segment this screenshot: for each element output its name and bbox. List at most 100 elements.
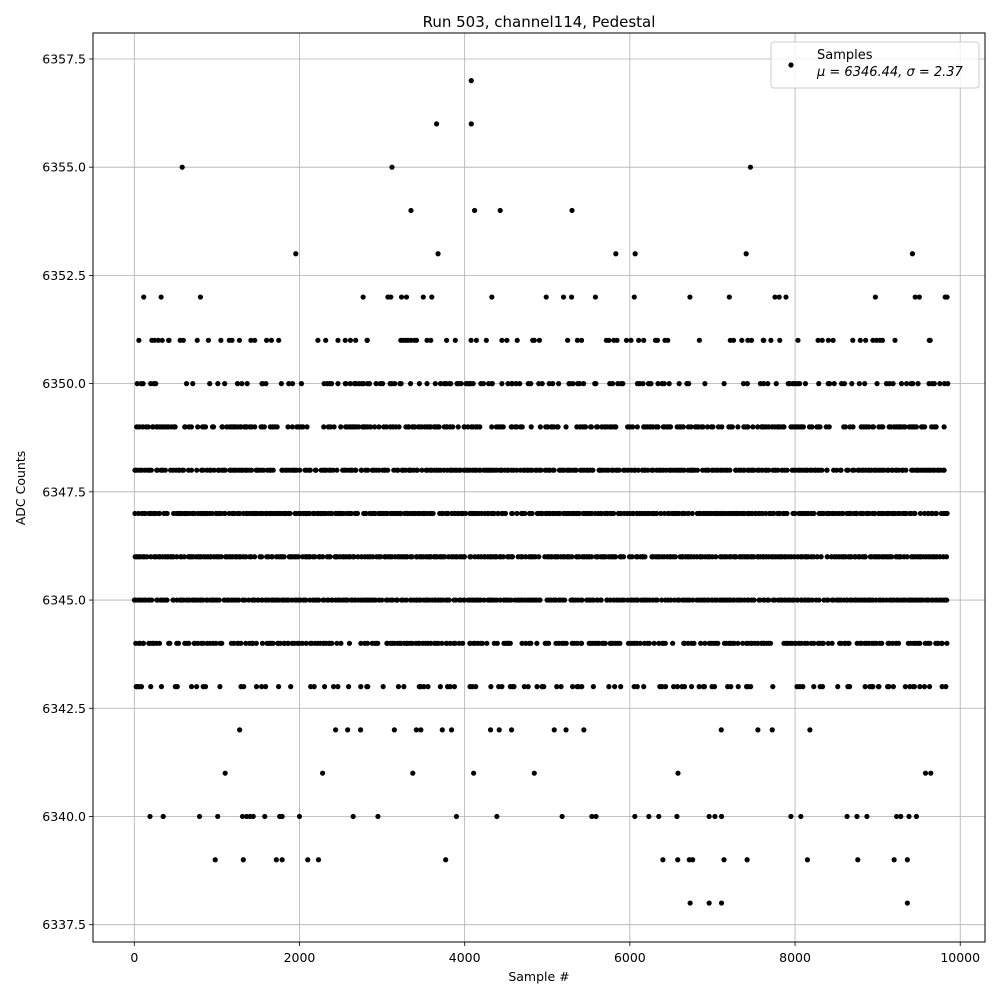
data-point — [278, 381, 284, 387]
data-point — [705, 467, 712, 473]
data-point — [279, 813, 285, 820]
data-point — [437, 684, 443, 690]
data-point — [704, 424, 711, 430]
data-point — [824, 554, 830, 560]
data-point — [295, 554, 301, 560]
data-point — [545, 424, 551, 430]
data-point — [862, 381, 868, 387]
data-point — [666, 381, 672, 387]
data-point — [313, 467, 319, 473]
data-point — [505, 381, 511, 387]
data-point — [874, 381, 880, 387]
data-point — [452, 640, 458, 646]
data-point — [252, 554, 258, 560]
data-point — [592, 294, 599, 300]
data-point — [489, 424, 495, 430]
data-point — [578, 640, 585, 646]
y-tick-label: 6340.0 — [42, 809, 86, 824]
data-point — [358, 684, 364, 690]
data-point — [253, 684, 260, 690]
data-point — [297, 467, 303, 473]
data-point — [838, 467, 844, 473]
data-point — [927, 640, 933, 646]
data-point — [870, 684, 876, 690]
data-point — [539, 381, 545, 387]
data-point — [375, 813, 381, 820]
data-point — [523, 640, 529, 646]
data-point — [320, 554, 326, 560]
data-point — [514, 467, 520, 473]
data-point — [751, 597, 757, 603]
data-point — [219, 424, 226, 430]
data-point — [328, 510, 335, 517]
data-point — [172, 424, 178, 430]
data-point — [590, 684, 596, 690]
y-tick-label: 6352.5 — [42, 268, 86, 283]
data-point — [354, 510, 361, 517]
data-point — [623, 337, 630, 343]
data-point — [667, 424, 674, 430]
data-point — [775, 467, 781, 473]
data-point — [771, 510, 777, 517]
data-point — [388, 294, 394, 300]
data-point — [497, 207, 503, 214]
data-point — [706, 900, 712, 906]
data-point — [761, 337, 767, 343]
data-point — [811, 510, 817, 517]
data-point — [648, 381, 654, 387]
data-point — [773, 381, 779, 387]
data-point — [681, 467, 687, 473]
data-point — [398, 510, 404, 517]
data-point — [629, 554, 635, 560]
data-point — [408, 207, 414, 214]
chart-title: Run 503, channel114, Pedestal — [423, 13, 656, 31]
data-point — [658, 510, 664, 517]
data-point — [555, 424, 561, 430]
data-point — [641, 337, 647, 343]
data-point — [140, 640, 147, 646]
data-point — [447, 684, 453, 690]
y-tick-label: 6357.5 — [42, 51, 86, 66]
data-point — [687, 900, 693, 906]
data-point — [632, 813, 638, 820]
data-point — [428, 640, 434, 646]
data-point — [581, 727, 587, 733]
data-point — [496, 727, 502, 733]
data-point — [612, 684, 618, 690]
data-point — [167, 640, 173, 646]
data-point — [631, 294, 637, 300]
data-point — [248, 467, 255, 473]
x-tick-label: 8000 — [779, 950, 811, 965]
data-point — [840, 510, 846, 517]
data-point — [928, 770, 934, 776]
data-point — [315, 857, 322, 863]
data-point — [509, 510, 516, 517]
data-point — [491, 510, 497, 517]
data-point — [781, 424, 787, 430]
data-point — [668, 597, 674, 603]
x-axis-ticks: 0 2000 4000 6000 8000 10000 — [130, 942, 980, 965]
data-point — [461, 554, 467, 560]
data-point — [222, 770, 228, 776]
data-point — [164, 510, 170, 517]
data-point — [463, 510, 469, 517]
data-point — [825, 337, 831, 343]
data-point — [817, 424, 823, 430]
data-point — [735, 640, 741, 646]
data-point — [263, 337, 270, 343]
data-point — [414, 467, 420, 473]
data-point — [443, 337, 450, 343]
data-point — [944, 640, 950, 646]
data-point — [483, 337, 489, 343]
data-point — [578, 337, 585, 343]
data-point — [285, 424, 291, 430]
data-point — [819, 467, 825, 473]
data-point — [365, 467, 371, 473]
data-point — [451, 684, 458, 690]
data-point — [768, 337, 774, 343]
data-point — [565, 337, 571, 343]
data-point — [686, 381, 692, 387]
data-point — [902, 424, 908, 430]
data-point — [212, 857, 218, 863]
data-point — [748, 684, 754, 690]
